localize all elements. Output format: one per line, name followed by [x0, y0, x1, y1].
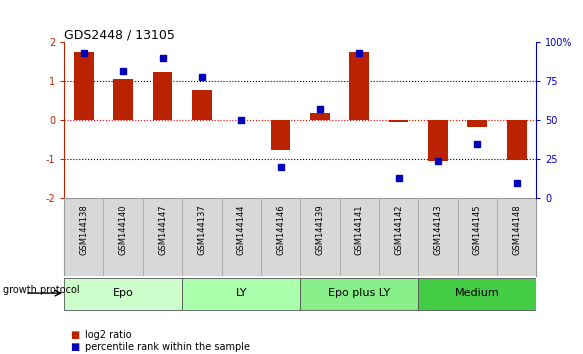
Bar	[64, 278, 182, 310]
Bar	[389, 120, 409, 122]
Text: log2 ratio: log2 ratio	[85, 330, 131, 339]
Text: GSM144143: GSM144143	[434, 205, 442, 255]
Text: GSM144137: GSM144137	[198, 205, 206, 255]
Bar	[113, 80, 133, 120]
Text: GSM144144: GSM144144	[237, 205, 245, 255]
Text: GSM144139: GSM144139	[315, 205, 324, 255]
Text: Epo plus LY: Epo plus LY	[328, 288, 391, 298]
Bar	[418, 278, 536, 310]
Bar	[300, 278, 419, 310]
Bar	[153, 72, 173, 120]
Text: GSM144145: GSM144145	[473, 205, 482, 255]
Text: LY: LY	[236, 288, 247, 298]
Text: percentile rank within the sample: percentile rank within the sample	[85, 342, 250, 352]
Bar	[468, 120, 487, 127]
Text: Medium: Medium	[455, 288, 500, 298]
Bar	[271, 120, 290, 149]
Bar	[74, 52, 94, 120]
Text: GDS2448 / 13105: GDS2448 / 13105	[64, 28, 175, 41]
Text: GSM144140: GSM144140	[119, 205, 128, 255]
Text: ■: ■	[70, 342, 79, 352]
Bar	[310, 113, 330, 120]
Bar	[192, 90, 212, 120]
Text: GSM144141: GSM144141	[355, 205, 364, 255]
Text: GSM144147: GSM144147	[158, 205, 167, 255]
Text: GSM144142: GSM144142	[394, 205, 403, 255]
Text: GSM144148: GSM144148	[512, 205, 521, 255]
Bar	[182, 278, 300, 310]
Bar	[428, 120, 448, 161]
Text: growth protocol: growth protocol	[3, 285, 79, 295]
Bar	[349, 52, 369, 120]
Text: GSM144146: GSM144146	[276, 205, 285, 255]
Text: GSM144138: GSM144138	[79, 205, 88, 255]
Bar	[507, 120, 526, 160]
Text: ■: ■	[70, 330, 79, 339]
Text: Epo: Epo	[113, 288, 134, 298]
